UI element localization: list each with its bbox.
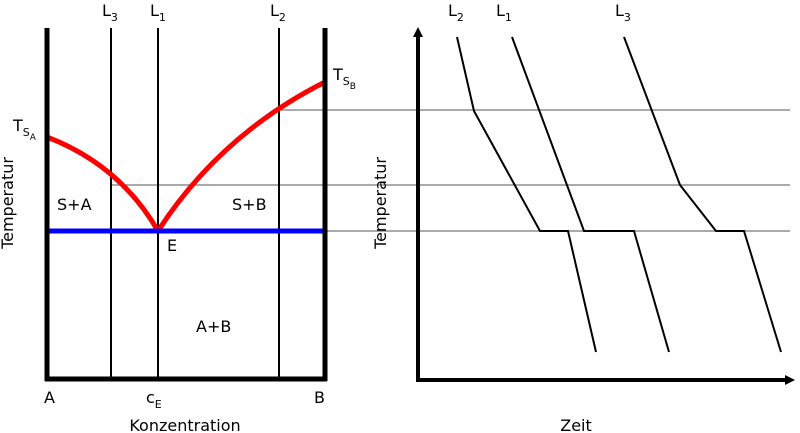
label-b: B <box>314 388 325 407</box>
label-l2: L2 <box>270 1 286 24</box>
cooling-curve-l2 <box>456 36 597 353</box>
liquidus-curve-a <box>46 134 161 233</box>
label-ts-a: TSA <box>12 116 37 143</box>
label-ts-b: TSB <box>332 65 356 92</box>
region-s-plus-a: S+A <box>57 195 92 214</box>
curve-label-l1: L1 <box>496 1 512 24</box>
label-a: A <box>44 388 55 407</box>
curve-label-l3: L3 <box>615 1 631 24</box>
label-l1: L1 <box>150 1 166 24</box>
cooling-curve-l3 <box>623 36 782 353</box>
left-xlabel: Konzentration <box>129 416 240 433</box>
liquidus-curve-b <box>155 79 327 233</box>
label-l3: L3 <box>102 1 118 24</box>
right-xlabel: Zeit <box>560 416 592 433</box>
label-ce: cE <box>146 388 162 411</box>
curve-label-l2: L2 <box>448 1 464 24</box>
cooling-curves: L2 L1 L3 Zeit Temperatur <box>371 1 795 433</box>
eutectic-point-label: E <box>167 236 177 255</box>
cooling-curve-l1 <box>511 36 670 353</box>
right-ylabel: Temperatur <box>371 157 390 250</box>
left-ylabel: Temperatur <box>0 157 17 250</box>
region-s-plus-b: S+B <box>232 195 267 214</box>
region-a-plus-b: A+B <box>196 317 231 336</box>
